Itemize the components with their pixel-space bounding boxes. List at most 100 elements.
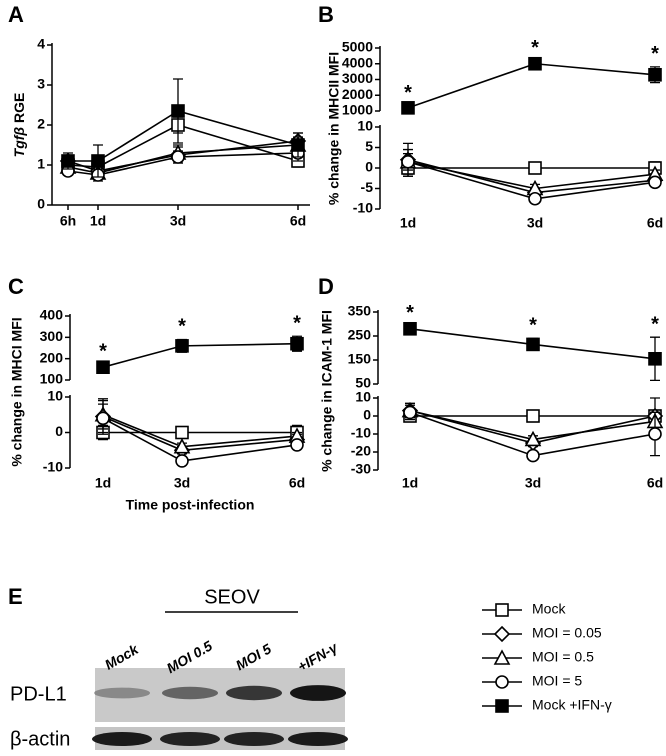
y-tick-label: -10 xyxy=(43,459,63,475)
y-axis-label: Tgfβ RGE xyxy=(11,93,27,158)
y-tick-label: 3 xyxy=(37,76,45,92)
y-tick-label: 10 xyxy=(47,388,63,404)
series-line xyxy=(68,110,299,162)
y-tick-label: -10 xyxy=(353,200,373,216)
y-tick-label: 5000 xyxy=(342,39,373,55)
y-tick-label: 1 xyxy=(37,156,45,172)
row-label: β-actin xyxy=(10,728,70,750)
band xyxy=(224,732,284,746)
series-line xyxy=(102,417,298,462)
x-tick-label: 6d xyxy=(647,215,663,231)
marker xyxy=(403,405,417,420)
marker xyxy=(495,699,509,713)
marker xyxy=(175,425,189,440)
marker xyxy=(96,360,110,375)
marker xyxy=(526,337,540,352)
y-tick-label: 0 xyxy=(37,196,45,212)
x-tick-label: 3d xyxy=(525,475,541,491)
y-tick-label: 0 xyxy=(55,423,63,439)
y-tick-label: 250 xyxy=(348,327,372,343)
marker xyxy=(648,351,662,366)
marker xyxy=(291,138,305,152)
x-tick-label: 1d xyxy=(400,215,416,231)
significance-mark: * xyxy=(404,82,412,104)
marker xyxy=(96,411,110,426)
y-tick-label: 400 xyxy=(40,307,64,323)
legend-label: MOI = 0.05 xyxy=(532,625,602,641)
y-tick-label: 4 xyxy=(37,36,45,52)
marker xyxy=(528,191,542,206)
band xyxy=(160,732,220,746)
marker xyxy=(648,67,662,82)
significance-mark: * xyxy=(651,43,659,65)
significance-mark: * xyxy=(178,316,186,338)
y-tick-label: -5 xyxy=(361,179,374,195)
x-axis-label: Time post-infection xyxy=(126,497,255,513)
marker xyxy=(493,625,511,643)
y-tick-label: 1000 xyxy=(342,102,373,118)
marker xyxy=(401,155,415,169)
y-tick-label: -20 xyxy=(351,443,371,459)
band xyxy=(290,685,346,701)
legend-label: MOI = 5 xyxy=(532,673,582,689)
significance-mark: * xyxy=(293,313,301,335)
band xyxy=(288,732,348,746)
blot-membrane xyxy=(95,727,345,750)
y-label-gene: Tgfβ xyxy=(11,127,27,158)
marker xyxy=(526,409,540,423)
y-tick-label: 10 xyxy=(357,118,373,134)
band xyxy=(162,686,218,700)
significance-mark: * xyxy=(531,37,539,59)
marker xyxy=(91,154,105,168)
marker xyxy=(171,150,185,164)
marker xyxy=(290,438,304,452)
x-tick-label: 6d xyxy=(647,475,663,491)
band xyxy=(94,687,150,699)
y-tick-label: -10 xyxy=(351,425,371,441)
marker xyxy=(648,175,662,190)
x-tick-label: 3d xyxy=(527,215,543,231)
y-tick-label: 10 xyxy=(355,389,371,405)
marker xyxy=(401,101,415,115)
y-tick-label: 150 xyxy=(348,351,372,367)
y-label-unit: RGE xyxy=(11,93,27,123)
marker xyxy=(528,56,542,71)
y-tick-label: -30 xyxy=(351,461,371,477)
legend-label: Mock xyxy=(532,601,566,617)
western-blot xyxy=(92,611,348,750)
y-tick-label: 350 xyxy=(348,303,372,319)
y-tick-label: 5 xyxy=(365,138,373,154)
marker xyxy=(524,430,542,447)
lane-label: Mock xyxy=(102,640,142,672)
series-line xyxy=(102,342,298,368)
band xyxy=(92,732,152,746)
y-tick-label: 2 xyxy=(37,116,45,132)
marker xyxy=(493,649,511,665)
legend-label: MOI = 0.5 xyxy=(532,649,594,665)
x-tick-label: 1d xyxy=(402,475,418,491)
series-line xyxy=(67,152,299,176)
marker xyxy=(526,448,540,463)
marker xyxy=(173,438,191,454)
y-axis-label: % change in MHCII MFI xyxy=(326,52,342,205)
legend-label: Mock +IFN-γ xyxy=(532,697,612,713)
marker xyxy=(648,427,662,441)
x-tick-label: 1d xyxy=(90,213,106,229)
series-line xyxy=(67,144,299,174)
panel-label: B xyxy=(318,2,334,27)
y-axis-label: % change in MHCI MFI xyxy=(9,317,25,466)
significance-mark: * xyxy=(651,313,659,335)
panel-label: E xyxy=(8,584,23,609)
y-axis-label: % change in ICAM-1 MFI xyxy=(319,310,335,472)
x-tick-label: 3d xyxy=(170,213,186,229)
group-label: SEOV xyxy=(204,586,260,608)
x-tick-label: 6d xyxy=(289,475,305,491)
row-label: PD-L1 xyxy=(10,683,67,705)
band xyxy=(226,685,282,701)
panel-label: C xyxy=(8,274,24,299)
y-tick-label: 100 xyxy=(40,371,64,387)
significance-mark: * xyxy=(529,315,537,337)
x-tick-label: 3d xyxy=(174,475,190,491)
marker xyxy=(175,339,189,353)
